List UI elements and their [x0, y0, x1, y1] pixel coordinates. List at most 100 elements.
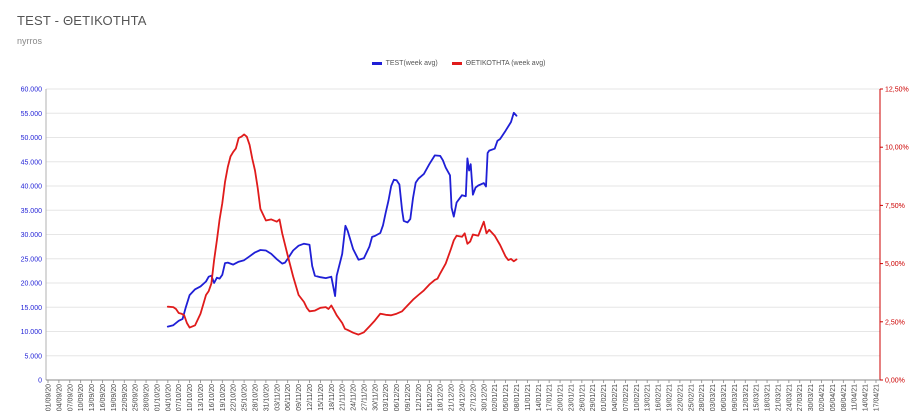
x-tick-label: 15/11/20 [318, 384, 325, 411]
grid-lines [46, 88, 880, 381]
x-tick-label: 31/10/20 [263, 384, 270, 411]
y-left-tick-label: 60.000 [21, 87, 43, 94]
x-tick-label: 10/10/20 [187, 384, 194, 411]
x-tick-label: 02/01/21 [492, 384, 499, 411]
x-axis: 01/09/20 04/09/20 07/09/20 10/09/20 13/09/20… [46, 379, 881, 411]
x-tick-label: 11/01/21 [525, 384, 532, 411]
x-tick-label: 22/10/20 [231, 384, 238, 411]
x-tick-label: 18/12/20 [438, 384, 445, 411]
x-tick-label: 15/12/20 [427, 384, 434, 411]
x-tick-label: 19/10/20 [220, 384, 227, 411]
legend-swatch-positivity [451, 62, 462, 65]
y-left-tick-label: 40.000 [21, 184, 43, 191]
y-axis-left: 0 5.000 10.000 15.000 20.000 25.000 30.000 35.0… [21, 87, 47, 385]
y-axis-right: 0,00% 2,50% 5,00% 7,50% 10,00% 12,50% [879, 87, 909, 385]
x-tick-label: 01/09/20 [46, 384, 53, 411]
x-tick-label: 30/03/21 [808, 384, 815, 411]
x-tick-label: 04/02/21 [612, 384, 619, 411]
x-tick-label: 28/02/21 [699, 384, 706, 411]
x-tick-label: 17/01/21 [547, 384, 554, 411]
x-tick-label: 12/03/21 [743, 384, 750, 411]
y-right-tick-label: 5,00% [885, 261, 905, 268]
x-tick-label: 01/10/20 [154, 384, 161, 411]
legend-label-positivity: ΘΕΤΙΚΟΤΗΤΑ (week avg) [465, 60, 546, 67]
x-tick-label: 12/12/20 [416, 384, 423, 411]
y-right-tick-label: 12,50% [885, 87, 909, 94]
series-lines [166, 111, 518, 336]
y-left-tick-label: 20.000 [21, 281, 43, 288]
x-tick-label: 25/02/21 [688, 384, 695, 411]
x-tick-label: 17/04/21 [874, 384, 881, 411]
y-left-tick-label: 0 [38, 378, 42, 385]
x-tick-label: 18/11/20 [329, 384, 336, 411]
x-tick-label: 25/09/20 [133, 384, 140, 411]
series-line-test[interactable] [166, 111, 518, 328]
x-tick-label: 14/01/21 [536, 384, 543, 411]
x-tick-label: 09/12/20 [405, 384, 412, 411]
x-tick-label: 16/09/20 [100, 384, 107, 411]
x-tick-label: 12/11/20 [307, 384, 314, 411]
x-tick-label: 03/11/20 [274, 384, 281, 411]
legend-item-test[interactable]: TEST(week avg) [371, 60, 438, 67]
x-tick-label: 03/03/21 [710, 384, 717, 411]
legend-label-test: TEST(week avg) [385, 60, 438, 67]
x-tick-label: 08/01/21 [514, 384, 521, 411]
y-right-tick-label: 2,50% [885, 319, 905, 326]
x-tick-label: 08/04/21 [841, 384, 848, 411]
x-tick-label: 28/10/20 [253, 384, 260, 411]
y-left-tick-label: 45.000 [21, 159, 43, 166]
x-tick-label: 03/12/20 [383, 384, 390, 411]
series-line-positivity[interactable] [166, 133, 518, 336]
x-tick-label: 29/01/21 [590, 384, 597, 411]
y-left-tick-label: 50.000 [21, 135, 43, 142]
chart-subtitle: nyrros [17, 36, 43, 46]
x-tick-label: 07/10/20 [176, 384, 183, 411]
x-tick-label: 09/11/20 [296, 384, 303, 411]
x-tick-label: 04/09/20 [56, 384, 63, 411]
x-tick-label: 18/03/21 [765, 384, 772, 411]
x-tick-label: 26/01/21 [579, 384, 586, 411]
y-left-tick-label: 55.000 [21, 111, 43, 118]
y-left-tick-label: 35.000 [21, 208, 43, 215]
x-tick-label: 23/01/21 [568, 384, 575, 411]
chart-legend: TEST(week avg) ΘΕΤΙΚΟΤΗΤΑ (week avg) [0, 60, 917, 72]
x-tick-label: 19/09/20 [111, 384, 118, 411]
x-tick-label: 16/02/21 [656, 384, 663, 411]
x-tick-label: 25/10/20 [242, 384, 249, 411]
x-tick-label: 19/02/21 [667, 384, 674, 411]
y-right-tick-label: 7,50% [885, 203, 905, 210]
x-tick-label: 24/11/20 [351, 384, 358, 411]
x-tick-label: 24/03/21 [786, 384, 793, 411]
x-tick-label: 13/10/20 [198, 384, 205, 411]
x-tick-label: 27/12/20 [470, 384, 477, 411]
x-tick-label: 28/09/20 [144, 384, 151, 411]
x-tick-label: 21/03/21 [775, 384, 782, 411]
legend-swatch-test [371, 62, 382, 65]
y-left-tick-label: 30.000 [21, 232, 43, 239]
x-tick-label: 15/03/21 [754, 384, 761, 411]
x-tick-label: 16/10/20 [209, 384, 216, 411]
x-tick-label: 27/03/21 [797, 384, 804, 411]
x-tick-label: 21/11/20 [340, 384, 347, 411]
legend-item-positivity[interactable]: ΘΕΤΙΚΟΤΗΤΑ (week avg) [451, 60, 546, 67]
x-tick-label: 10/02/21 [634, 384, 641, 411]
x-tick-label: 10/09/20 [78, 384, 85, 411]
x-tick-label: 20/01/21 [558, 384, 565, 411]
chart-title: TEST - ΘΕΤΙΚΟΤΗΤΑ [17, 13, 147, 28]
x-tick-label: 09/03/21 [732, 384, 739, 411]
x-tick-label: 07/09/20 [67, 384, 74, 411]
x-tick-label: 14/04/21 [863, 384, 870, 411]
x-tick-label: 21/12/20 [449, 384, 456, 411]
x-tick-label: 07/02/21 [623, 384, 630, 411]
x-tick-label: 05/01/21 [503, 384, 510, 411]
x-tick-label: 06/03/21 [721, 384, 728, 411]
x-tick-label: 30/11/20 [372, 384, 379, 411]
x-tick-label: 30/12/20 [481, 384, 488, 411]
x-tick-label: 11/04/21 [852, 384, 859, 411]
y-left-tick-label: 25.000 [21, 256, 43, 263]
x-tick-label: 05/04/21 [830, 384, 837, 411]
x-tick-label: 13/02/21 [645, 384, 652, 411]
y-left-tick-label: 5.000 [24, 353, 42, 360]
x-tick-label: 24/12/20 [460, 384, 467, 411]
